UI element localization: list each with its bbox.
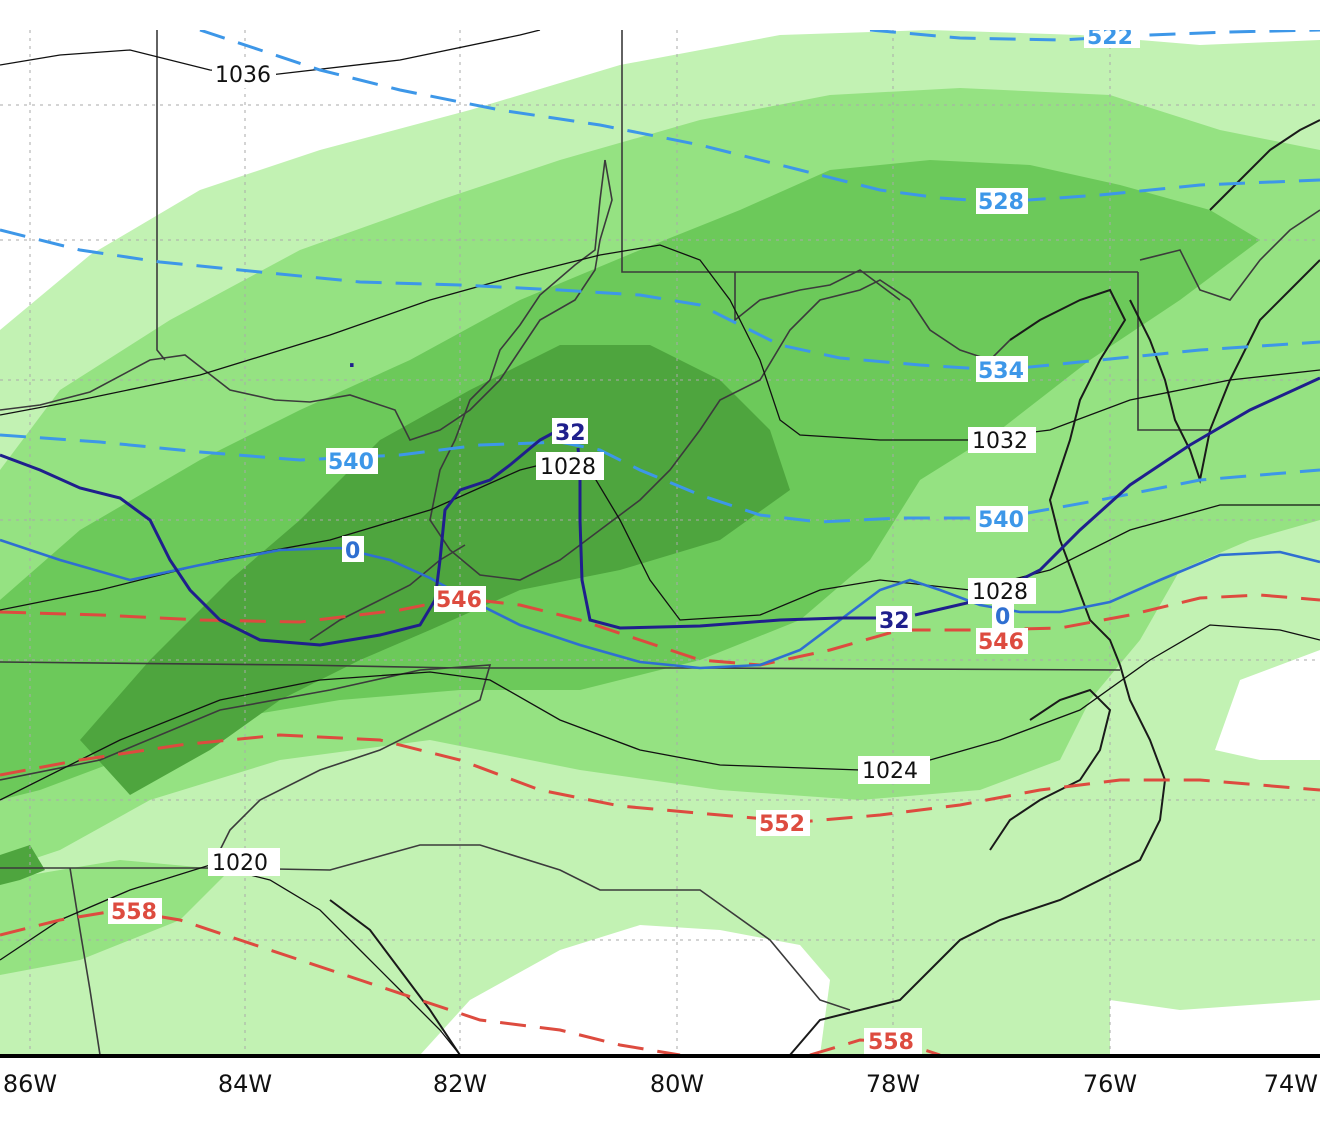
grid-lines <box>0 30 1320 1055</box>
coast-sounds <box>989 688 1112 851</box>
isobar-1024 <box>0 624 1320 801</box>
thickness-540 <box>0 433 1320 524</box>
x-tick-82w: 82W <box>433 1070 487 1098</box>
border-ohio-kentucky <box>0 159 613 441</box>
border-de-nj <box>1139 209 1320 301</box>
x-tick-78w: 78W <box>866 1070 920 1098</box>
isobar-label-1020: 1020 <box>212 851 268 876</box>
border-tn-nc <box>0 661 1121 671</box>
thickness-546 <box>0 593 1320 667</box>
zero-isotherm <box>0 538 1320 670</box>
thickness-label-546-east: 546 <box>978 630 1024 655</box>
thickness-warm <box>0 593 1320 1057</box>
x-tick-86w: 86W <box>3 1070 57 1098</box>
thickness-label-540-west: 540 <box>328 450 374 475</box>
thickness-label-528: 528 <box>978 190 1024 215</box>
x-tick-80w: 80W <box>650 1070 704 1098</box>
thickness-label-546-west: 546 <box>436 588 482 613</box>
thickness-522 <box>199 28 1320 204</box>
freeze-label-32-west: 32 <box>555 421 586 446</box>
isobar-1020 <box>0 864 461 1056</box>
zero-line <box>0 538 1320 670</box>
border-md-wv <box>734 269 901 322</box>
x-tick-76w: 76W <box>1083 1070 1137 1098</box>
zero-label-east: 0 <box>995 605 1010 630</box>
border-md-pa <box>1137 272 1210 431</box>
border-wv-va <box>429 159 1011 581</box>
map-top-edge <box>0 0 1320 30</box>
border-ohio-west <box>156 30 166 361</box>
isobar-labels: 1036 1032 1028 1028 1024 1020 <box>208 62 1036 876</box>
border-ky-va <box>309 544 466 641</box>
freeze-line-mid <box>576 447 878 630</box>
coast-nc-va <box>789 664 1167 1056</box>
freeze-labels: 32 32 <box>552 418 912 634</box>
isobar-label-1036: 1036 <box>215 63 271 88</box>
x-tick-84w: 84W <box>218 1070 272 1098</box>
thickness-label-552: 552 <box>759 812 805 837</box>
thickness-label-558-west: 558 <box>111 900 157 925</box>
x-tick-74w: 74W <box>1264 1070 1318 1098</box>
thickness-label-534: 534 <box>978 359 1024 384</box>
coast-ga <box>329 899 461 1056</box>
zero-label-west: 0 <box>345 539 360 564</box>
thickness-522b <box>869 28 1320 42</box>
isobar-label-1028-east: 1028 <box>972 580 1028 605</box>
isobar-1032 <box>0 244 1320 441</box>
isobar-label-1024: 1024 <box>862 759 918 784</box>
x-axis: 86W 84W 82W 80W 78W 76W 74W <box>3 1070 1318 1098</box>
coastline <box>329 119 1320 1056</box>
zero-labels: 0 0 <box>342 536 1014 630</box>
thickness-cold <box>0 28 1320 524</box>
precip-light-cut <box>420 925 830 1055</box>
thickness-label-558-east: 558 <box>868 1030 914 1055</box>
border-nc-sc <box>0 844 851 1011</box>
border-pa-west <box>621 30 1138 273</box>
border-appalachian-nc <box>0 664 492 861</box>
isobar-1028 <box>0 459 1320 621</box>
isobar-label-1032: 1032 <box>972 429 1028 454</box>
isobar-label-1028-west: 1028 <box>540 455 596 480</box>
thickness-label-540-east: 540 <box>978 508 1024 533</box>
thickness-warm-labels: 546 546 552 558 558 <box>108 586 1028 1055</box>
border-ga-sc <box>69 867 101 1056</box>
freeze-label-32-east: 32 <box>879 609 910 634</box>
map-marker: · <box>348 353 356 377</box>
thickness-552 <box>0 733 1320 824</box>
freeze-line-west <box>0 430 556 647</box>
thickness-558 <box>0 908 681 1057</box>
coast-nj <box>1209 119 1320 211</box>
state-borders <box>0 30 1320 1056</box>
thickness-534 <box>0 228 1320 372</box>
precip-heavy-sw <box>0 845 45 885</box>
